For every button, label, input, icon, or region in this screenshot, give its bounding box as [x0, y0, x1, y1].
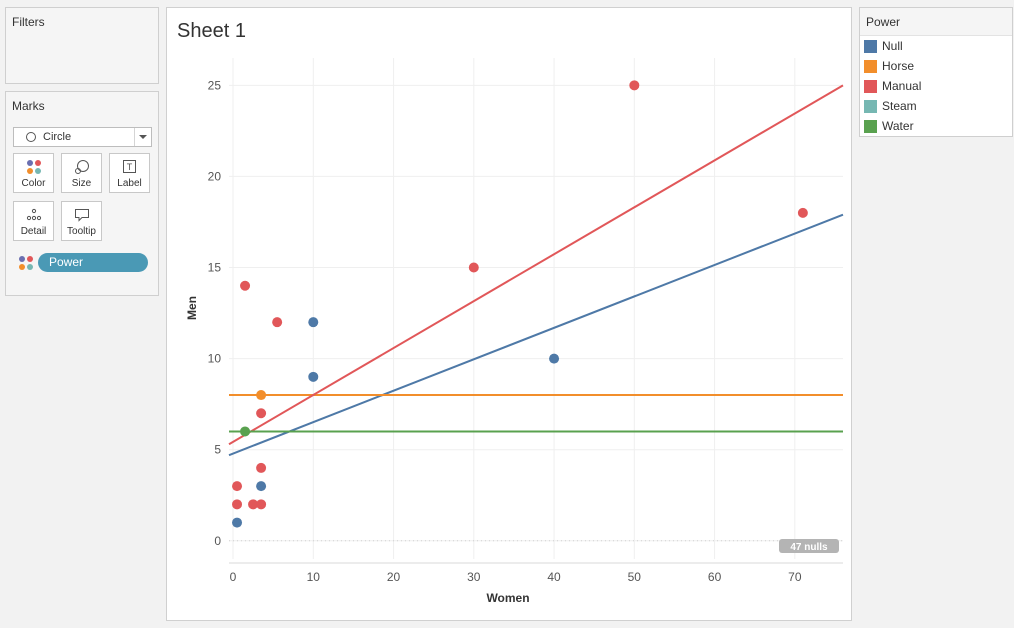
legend-swatch: [864, 40, 877, 53]
size-button-label: Size: [71, 178, 92, 189]
x-tick-label: 0: [230, 570, 237, 584]
legend-swatch: [864, 100, 877, 113]
trend-line-manual: [228, 84, 844, 446]
label-button[interactable]: T Label: [109, 153, 150, 193]
nulls-badge: [779, 539, 839, 553]
marks-card: Marks Circle Color Size T Label Detail: [5, 91, 159, 296]
size-button[interactable]: Size: [61, 153, 102, 193]
size-icon: [75, 160, 89, 174]
svg-text:T: T: [127, 162, 133, 172]
data-point-manual: [232, 481, 243, 492]
tooltip-button[interactable]: Tooltip: [61, 201, 102, 241]
legend-label: Steam: [882, 99, 917, 113]
x-tick-label: 60: [708, 570, 722, 584]
x-axis-title: Women: [486, 591, 529, 605]
scatter-chart[interactable]: 0 10 20 30 40 50 60 70 0 5 10 15 20 25 Women Men 47 null…: [167, 8, 851, 620]
y-tick-label: 20: [208, 169, 222, 183]
data-point-manual: [468, 262, 479, 273]
color-encoding-icon: [19, 256, 33, 270]
y-tick-label: 10: [208, 352, 222, 366]
data-point-manual: [240, 280, 251, 291]
data-point-null: [256, 481, 267, 492]
filters-title: Filters: [12, 15, 45, 29]
data-point-manual: [256, 462, 267, 473]
filters-shelf[interactable]: Filters: [5, 7, 159, 84]
legend-title: Power: [860, 8, 1012, 36]
data-point-manual: [248, 499, 259, 510]
detail-button[interactable]: Detail: [13, 201, 54, 241]
legend-swatch: [864, 60, 877, 73]
data-point-water: [240, 426, 251, 437]
sheet-title: Sheet 1: [177, 20, 246, 42]
power-field-pill[interactable]: Power: [38, 253, 148, 272]
y-tick-label: 15: [208, 261, 222, 275]
data-point-null: [308, 317, 319, 328]
data-point-manual: [256, 499, 267, 510]
label-button-label: Label: [117, 178, 142, 189]
circle-icon: [26, 132, 36, 142]
data-point-null: [549, 353, 560, 364]
y-tick-label: 25: [208, 78, 222, 92]
legend-label: Water: [882, 119, 914, 133]
data-point-manual: [256, 408, 267, 419]
data-point-manual: [272, 317, 283, 328]
detail-button-label: Detail: [20, 226, 47, 237]
y-axis-title: Men: [185, 296, 199, 320]
legend-label: Null: [882, 39, 903, 53]
data-point-manual: [232, 499, 243, 510]
legend-label: Horse: [882, 59, 915, 73]
power-legend: Power Null Horse Manual Steam Water: [859, 7, 1013, 137]
x-tick-label: 40: [547, 570, 561, 584]
mark-type-value: Circle: [43, 131, 72, 143]
data-point-manual: [797, 207, 808, 218]
data-point-manual: [629, 80, 640, 91]
marks-title: Marks: [12, 99, 45, 113]
x-tick-label: 20: [387, 570, 401, 584]
tooltip-icon: [75, 209, 89, 222]
text-label-icon: T: [123, 160, 136, 173]
data-point-horse: [256, 390, 267, 401]
data-point-null: [308, 371, 319, 382]
mark-type-dropdown[interactable]: Circle: [13, 127, 152, 147]
color-button[interactable]: Color: [13, 153, 54, 193]
chevron-down-icon[interactable]: [134, 128, 151, 146]
color-dots-icon: [27, 160, 41, 174]
nulls-indicator-text: 47 nulls: [790, 542, 828, 553]
legend-swatch: [864, 80, 877, 93]
y-tick-label: 5: [214, 443, 221, 457]
x-tick-label: 50: [628, 570, 642, 584]
tooltip-button-label: Tooltip: [67, 226, 96, 237]
trend-line-null: [228, 213, 844, 457]
worksheet: Sheet 1 0 10 20 30 40 50 60 70 0 5 10 15 20 25 Women Me…: [166, 7, 852, 621]
detail-dots-icon: [26, 208, 42, 221]
y-tick-label: 0: [214, 534, 221, 548]
data-point-null: [232, 517, 243, 528]
color-button-label: Color: [21, 178, 46, 189]
legend-label: Manual: [882, 79, 922, 93]
legend-swatch: [864, 120, 877, 133]
x-tick-label: 30: [467, 570, 481, 584]
x-tick-label: 10: [307, 570, 321, 584]
x-tick-label: 70: [788, 570, 802, 584]
